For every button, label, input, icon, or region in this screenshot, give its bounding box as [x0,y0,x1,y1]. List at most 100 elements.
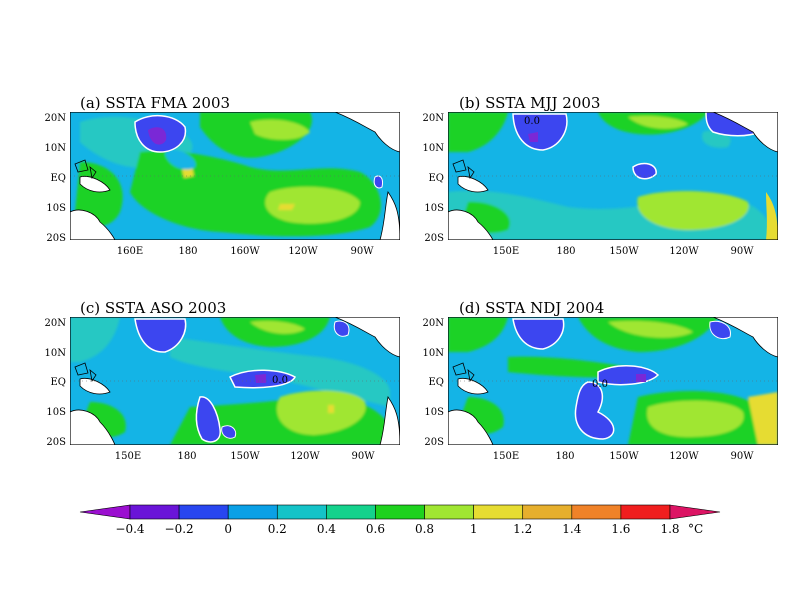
blue-eq-blob [632,162,657,180]
colorbar-label: 1 [470,522,478,536]
blue-anomaly [512,318,565,350]
blue-coast-patch [709,320,731,340]
ytick: 20N [423,318,445,329]
ytick: 10S [46,203,66,214]
ytick: 20S [424,437,444,448]
green-nw [448,317,508,352]
xtick: 120W [669,246,699,257]
blue-south-patch [195,396,221,443]
colorbar-swatch [326,504,376,520]
colorbar-swatch [227,504,278,520]
colorbar-label: 0.4 [317,522,336,536]
panel-b-map: 0.0 [448,112,778,240]
ytick: 10N [423,348,445,359]
ytick: EQ [429,377,445,388]
xtick: 90W [730,451,754,462]
xtick: 150E [493,246,519,257]
panel-d-xticks: 150E 180 150W 120W 90W [493,451,754,462]
central-america-land [334,317,400,358]
colorbar-label: 1.2 [513,522,532,536]
colorbar-label: −0.2 [165,522,194,536]
contour-label: 0.0 [592,379,608,390]
xtick: 120W [669,451,699,462]
ytick: 20N [423,113,445,124]
blue-small-patch [221,425,237,439]
colorbar-label: 1.4 [562,522,581,536]
colorbar-swatch [276,504,327,520]
ytick: 10S [424,407,444,418]
yellowgreen-s [637,190,749,230]
colorbar-swatch [571,504,622,520]
xtick: 120W [290,451,320,462]
blue-anomaly [512,113,568,151]
xtick: 150W [609,246,639,257]
central-america-land [712,317,778,358]
panel-a-xticks: 160E 180 160W 120W 90W [117,246,374,257]
central-america-land [334,112,400,153]
colorbar-label: 0.2 [268,522,287,536]
contour-label: 0.0 [272,375,288,386]
teal-nw [70,317,120,362]
yellow-spot [328,405,334,413]
panel-c-yticks: 20N 10N EQ 10S 20S [45,318,67,448]
ytick: EQ [51,173,67,184]
contour-label: 0.0 [524,116,540,127]
ytick: 20S [46,233,66,244]
xtick: 180 [556,246,575,257]
yellow-spot [278,204,295,210]
xtick: 120W [288,246,318,257]
purple-anomaly [255,374,266,383]
islands [452,159,475,180]
xtick: 180 [177,451,196,462]
new-guinea-land [457,175,489,193]
panel-b-xticks: 150E 180 150W 120W 90W [493,246,754,257]
ytick: EQ [429,173,445,184]
yellowgreen-s [647,400,744,437]
xtick: 160W [230,246,260,257]
colorbar-swatch [178,504,229,520]
panel-c: (c) SSTA ASO 2003 0.0 [45,299,400,462]
panel-b: (b) SSTA MJJ 2003 0.0 [423,94,778,257]
colorbar: −0.4 −0.2 0 0.2 0.4 0.6 0.8 1 1.2 1.4 1.6 1.8 °C [79,504,721,536]
colorbar-min-arrow [79,504,131,520]
colorbar-swatch [473,504,524,520]
panel-c-map: 0.0 [70,317,400,445]
coastal-warm [766,192,778,240]
colorbar-label: −0.4 [115,522,145,536]
colorbar-unit: °C [688,522,703,536]
central-america-land [712,112,778,153]
new-guinea-land [79,377,111,395]
yellowgreen-blob [265,186,360,224]
yellowgreen-n [608,320,693,338]
panel-d-yticks: 20N 10N EQ 10S 20S [423,318,445,448]
yellowgreen-n [628,115,688,129]
islands [74,159,97,180]
colorbar-swatch [375,504,425,520]
panel-a-title: (a) SSTA FMA 2003 [80,94,230,112]
purple-anomaly [636,374,646,382]
colorbar-swatch [620,504,671,520]
panel-c-title: (c) SSTA ASO 2003 [80,299,226,317]
xtick: 180 [555,451,574,462]
ytick: 10N [423,143,445,154]
xtick: 160E [117,246,143,257]
xtick: 150E [115,451,141,462]
islands [74,362,97,383]
xtick: 150W [230,451,260,462]
colorbar-swatch [129,504,180,520]
colorbar-label: 0 [224,522,232,536]
yellowgreen-s [276,390,366,435]
ytick: 20S [424,233,444,244]
colorbar-label: 0.8 [415,522,434,536]
south-america-land [379,396,400,445]
blue-south-patch [574,381,615,440]
colorbar-swatch [522,504,573,520]
new-guinea-land [457,377,489,395]
colorbar-max-arrow [669,504,721,520]
panel-d-map: 0.0 [448,317,778,445]
xtick: 150E [493,451,519,462]
xtick: 150W [609,451,639,462]
panel-d-title: (d) SSTA NDJ 2004 [459,299,604,317]
lightblue-region [165,149,196,170]
xtick: 180 [178,246,197,257]
